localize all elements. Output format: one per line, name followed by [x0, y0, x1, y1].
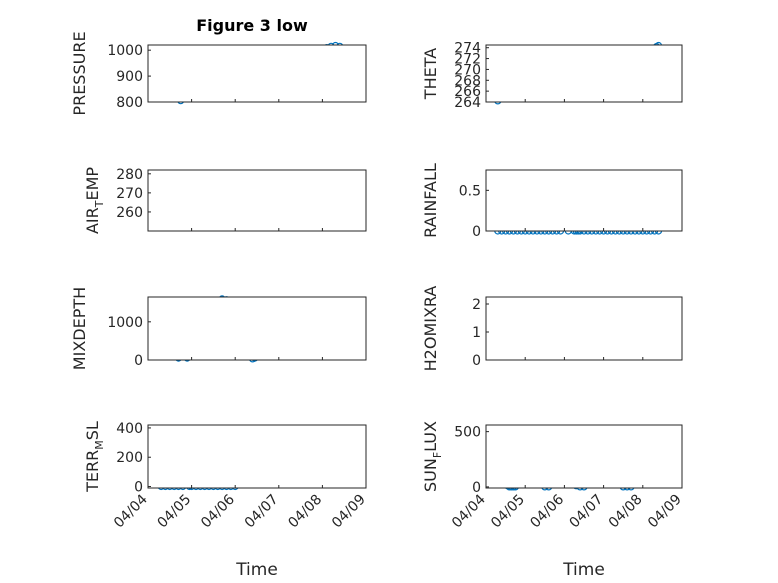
y-tick-label: 2: [472, 297, 481, 313]
y-tick-label: 200: [116, 450, 143, 466]
y-tick-label: 500: [454, 425, 481, 441]
x-tick-label: 04/06: [527, 491, 567, 531]
axes-frame: [485, 296, 683, 361]
y-axis-label: SUNFLUX: [421, 421, 444, 492]
y-tick-label: 0.5: [459, 183, 481, 199]
x-tick-label: 04/06: [198, 491, 238, 531]
y-tick-label: 280: [116, 167, 143, 183]
subplot-air: 260 270 280 AIRTEMP: [83, 167, 367, 234]
y-tick-label: 264: [454, 95, 481, 111]
axes-frame: [147, 44, 367, 103]
subplot-h2omixra: 0 1 2 H2OMIXRA: [421, 286, 683, 372]
x-tick-label: 04/07: [242, 492, 282, 532]
y-tick-label: 266: [454, 84, 481, 100]
y-tick-label: 270: [454, 62, 481, 78]
axes-frame: [147, 424, 367, 489]
y-tick-label: 268: [454, 73, 481, 89]
y-tick-label: 272: [454, 52, 481, 68]
y-tick-label: 0: [134, 480, 143, 496]
x-tick-label: 04/05: [488, 492, 528, 532]
x-tick-label: 04/08: [606, 492, 646, 532]
subplot-mixdepth: 0 1000 MIXDEPTH: [70, 287, 367, 370]
y-axis-label: TERRMSL: [83, 421, 106, 493]
axes-frame: [147, 169, 367, 232]
x-tick-label: 04/05: [155, 492, 195, 532]
y-tick-label: 1000: [107, 315, 143, 331]
figure-title: Figure 3 low: [196, 16, 308, 35]
axes-frame: [485, 424, 683, 489]
y-axis-label: PRESSURE: [70, 31, 89, 115]
y-axis-label: H2OMIXRA: [421, 286, 440, 372]
y-tick-label: 260: [116, 205, 143, 221]
axes-frame: [485, 44, 683, 103]
y-tick-label: 900: [116, 69, 143, 85]
y-tick-label: 0: [472, 480, 481, 496]
x-tick-label: 04/07: [567, 492, 607, 532]
x-tick-label: 04/09: [645, 492, 685, 532]
y-tick-label: 800: [116, 95, 143, 111]
y-tick-label: 1000: [107, 43, 143, 59]
y-tick-label: 0: [134, 353, 143, 369]
subplot-sun: 0 500 04/04 04/05 04/06 04/07 04/08 04/09 Time SU…: [421, 421, 685, 580]
axes-frame: [147, 296, 367, 361]
x-tick-label: 04/09: [329, 492, 369, 532]
y-axis-label: MIXDEPTH: [70, 287, 89, 370]
y-axis-label: THETA: [421, 48, 440, 100]
subplot-terr: 0 200 400 04/04 04/05 04/06 04/07 04/08 04/09 Tim…: [83, 421, 369, 580]
x-tick-label: 04/08: [285, 492, 325, 532]
y-axis-label: AIRTEMP: [83, 167, 106, 234]
x-axis-label: Time: [562, 560, 605, 580]
subplot-rainfall: 0 0.5 RAINFALL: [421, 163, 683, 240]
y-tick-label: 400: [116, 421, 143, 437]
y-tick-label: 1: [472, 325, 481, 341]
y-tick-label: 0: [472, 353, 481, 369]
y-tick-label: 270: [116, 186, 143, 202]
subplot-pressure: 800 900 1000 PRESSURE: [70, 31, 367, 116]
x-tick-label: 04/04: [449, 491, 489, 531]
x-tick-label: 04/04: [111, 491, 151, 531]
y-tick-label: 274: [454, 41, 481, 57]
y-tick-label: 0: [472, 224, 481, 240]
axes-frame: [485, 169, 683, 232]
y-axis-label: RAINFALL: [421, 163, 440, 238]
x-axis-label: Time: [235, 560, 278, 580]
